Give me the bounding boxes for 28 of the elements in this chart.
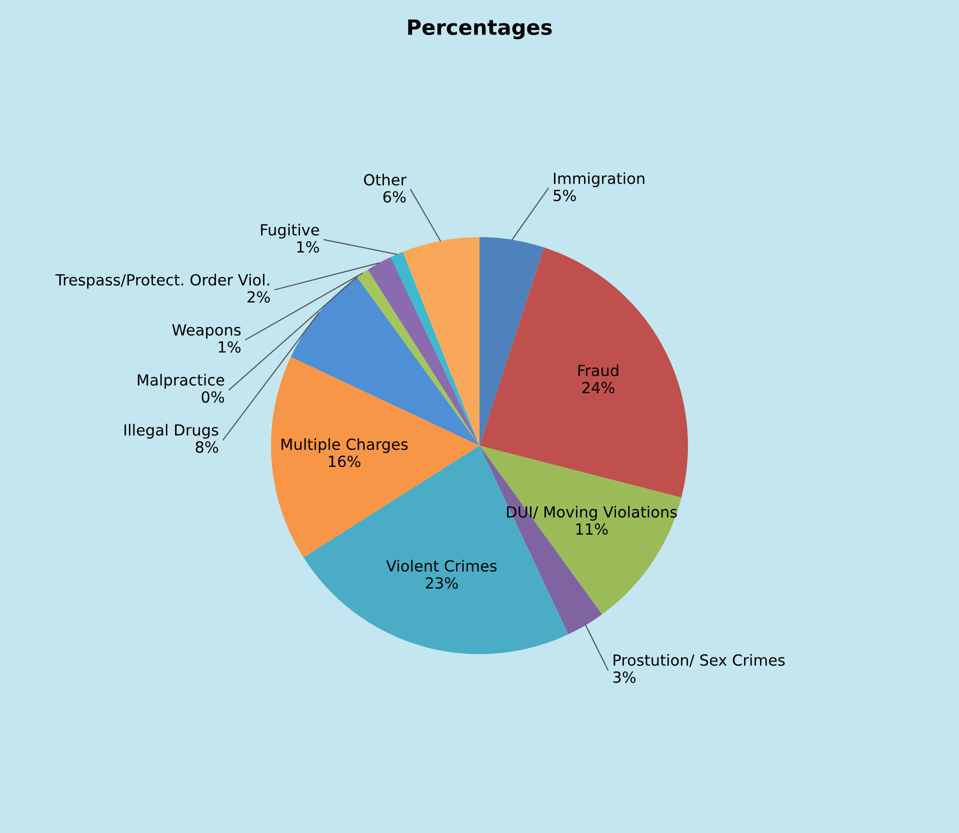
data-label: 23% (426, 577, 458, 589)
slice-label: DUI/ Moving Violations (507, 506, 677, 521)
data-label: 2% (248, 291, 270, 303)
slice-label: Other (364, 174, 407, 186)
pie-slice (480, 247, 688, 498)
slice-label: Weapons (172, 324, 241, 339)
slice-label: Multiple Charges (282, 438, 408, 454)
slice-label: Prostution/ Sex Crimes (614, 654, 785, 668)
category-label: Malpractice (138, 374, 224, 389)
slice-label: Fugitive (261, 224, 320, 239)
pie-slice (271, 356, 480, 558)
data-label: 24% (582, 382, 614, 394)
data-label: 6% (383, 191, 406, 203)
slice-label: Illegal Drugs (124, 424, 218, 439)
data-label: 8% (196, 441, 218, 453)
data-label: 5% (554, 190, 576, 202)
slice-label: Violent Crimes (386, 560, 497, 572)
data-label: 3% (613, 671, 636, 683)
slice-label: Immigration (554, 172, 644, 188)
chart-title: Percentages (408, 20, 552, 40)
data-label: 16% (328, 456, 360, 468)
data-label: 11% (576, 523, 608, 535)
slice-label: Fraud (578, 364, 618, 376)
data-label: 1% (297, 241, 319, 253)
pie-slice (480, 237, 544, 446)
slice-label: Trespass/Protect. Order Viol. (55, 274, 270, 289)
data-label: 1% (218, 341, 241, 353)
text: 0% (202, 391, 224, 403)
